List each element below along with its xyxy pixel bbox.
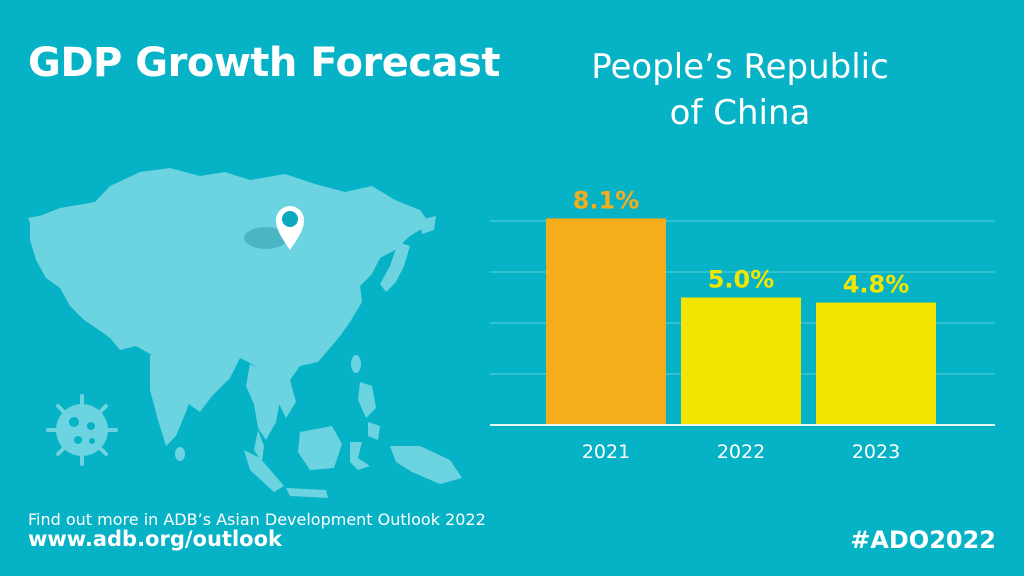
asia-map: [28, 168, 462, 498]
value-label-2021: 8.1%: [573, 186, 640, 214]
bar-2021: [546, 218, 666, 425]
bar-2023: [816, 302, 936, 425]
country-title-line2: of China: [669, 93, 811, 133]
value-label-2022: 5.0%: [708, 266, 775, 294]
pin-shadow: [244, 227, 288, 249]
page-title: GDP Growth Forecast: [28, 40, 500, 86]
country-title-line1: People’s Republic: [591, 47, 889, 87]
footer-text: Find out more in ADB’s Asian Development…: [28, 510, 486, 529]
location-pin-icon: [276, 206, 304, 250]
country-title: People’s Republic of China: [560, 44, 920, 136]
gdp-bar-chart: 8.1% 5.0% 4.8% 2021 2022 2023: [490, 186, 995, 463]
outlook-link[interactable]: www.adb.org/outlook: [28, 527, 282, 551]
x-tick-2023: 2023: [852, 441, 900, 463]
asia-landmass: [28, 168, 462, 498]
chart-bars: [546, 218, 936, 425]
value-label-2023: 4.8%: [843, 271, 910, 299]
chart-value-labels: 8.1% 5.0% 4.8%: [573, 186, 910, 298]
x-tick-2022: 2022: [717, 441, 765, 463]
hashtag: #ADO2022: [850, 526, 996, 554]
x-tick-2021: 2021: [582, 441, 630, 463]
chart-x-ticks: 2021 2022 2023: [582, 441, 900, 463]
virus-icon: [46, 394, 118, 466]
bar-2022: [681, 297, 801, 425]
